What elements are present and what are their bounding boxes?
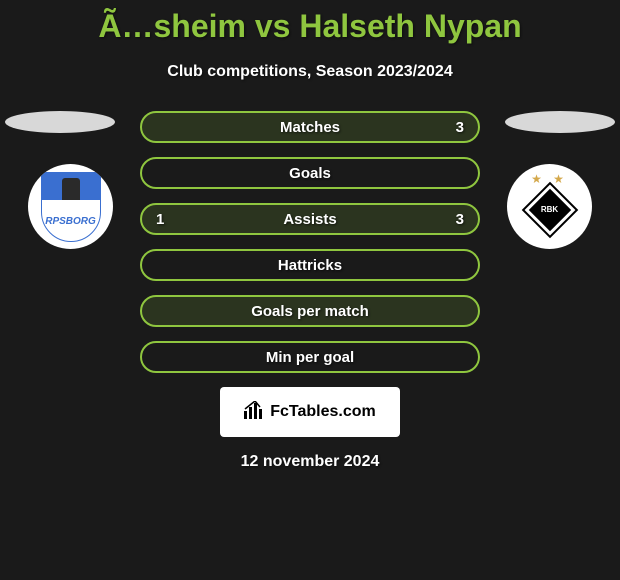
stat-matches-label: Matches [142,119,478,136]
team-left-badge[interactable]: RPSBORG [28,164,113,249]
stat-row-goals: Goals [140,157,480,189]
stat-row-goals-per-match: Goals per match [140,295,480,327]
team-left-shadow-ellipse [5,111,115,133]
footer-brand-text: FcTables.com [270,403,376,421]
team-left-crest-text: RPSBORG [42,216,100,227]
team-right-badge[interactable]: ★ ★ RBK [507,164,592,249]
stat-matches-right: 3 [444,119,464,136]
page-subtitle: Club competitions, Season 2023/2024 [0,63,620,81]
team-right-crest-text: RBK [515,205,585,214]
chart-icon [244,401,266,424]
comparison-date: 12 november 2024 [140,453,480,471]
stat-mpg-label: Min per goal [142,349,478,366]
stat-row-matches: Matches 3 [140,111,480,143]
stat-gpm-label: Goals per match [142,303,478,320]
stats-panel: Matches 3 Goals 1 Assists 3 Hattricks Go… [140,111,480,471]
team-left-crest: RPSBORG [41,172,101,242]
stat-row-hattricks: Hattricks [140,249,480,281]
stat-goals-label: Goals [142,165,478,182]
stat-assists-label: Assists [142,211,478,228]
stat-row-assists: 1 Assists 3 [140,203,480,235]
stat-assists-right: 3 [444,211,464,228]
team-right-crest: ★ ★ RBK [515,172,585,242]
page-title: Ã…sheim vs Halseth Nypan [0,0,620,45]
stat-row-min-per-goal: Min per goal [140,341,480,373]
team-right-shadow-ellipse [505,111,615,133]
stat-hattricks-label: Hattricks [142,257,478,274]
stat-assists-left: 1 [156,211,176,228]
footer-brand-badge[interactable]: FcTables.com [220,387,400,437]
